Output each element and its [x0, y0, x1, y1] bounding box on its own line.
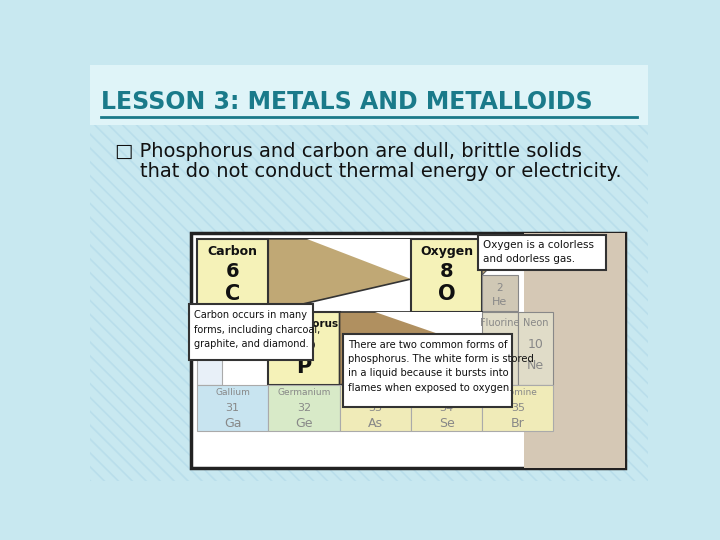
Text: 34: 34	[439, 403, 454, 413]
Bar	[343, 334, 513, 407]
Text: 10: 10	[528, 338, 544, 351]
Text: 15: 15	[290, 335, 318, 354]
Bar	[269, 385, 340, 431]
Text: Fe: Fe	[493, 360, 507, 373]
Bar	[482, 385, 554, 431]
Text: Carbon: Carbon	[207, 245, 258, 258]
Text: Gallium: Gallium	[215, 388, 250, 397]
Text: C: C	[225, 284, 240, 304]
Bar	[189, 304, 313, 360]
Polygon shape	[307, 239, 411, 279]
Text: Arsenic: Arsenic	[359, 388, 392, 397]
Text: As: As	[368, 417, 383, 430]
Bar	[90, 65, 648, 125]
Polygon shape	[482, 239, 518, 275]
Bar	[482, 312, 518, 385]
Text: Germanium: Germanium	[277, 388, 330, 397]
Text: Carbon occurs in many
forms, including charcoal,
graphite, and diamond.: Carbon occurs in many forms, including c…	[194, 310, 320, 349]
Text: LESSON 3: METALS AND METALLOIDS: LESSON 3: METALS AND METALLOIDS	[101, 91, 593, 114]
Polygon shape	[269, 239, 411, 312]
Text: 32: 32	[297, 403, 311, 413]
Bar	[478, 235, 606, 269]
Text: Selenium: Selenium	[426, 388, 468, 397]
Text: Ga: Ga	[224, 417, 241, 430]
Bar	[524, 233, 625, 468]
Text: 2: 2	[497, 283, 503, 293]
Text: Se: Se	[438, 417, 454, 430]
Text: 31: 31	[225, 403, 240, 413]
Bar	[197, 312, 222, 385]
Text: Ne: Ne	[527, 360, 544, 373]
Bar	[411, 239, 482, 312]
Text: Oxygen is a colorless
and odorless gas.: Oxygen is a colorless and odorless gas.	[483, 240, 594, 264]
Polygon shape	[375, 312, 482, 348]
Text: Oxygen: Oxygen	[420, 245, 473, 258]
Text: Fluorine: Fluorine	[480, 318, 520, 328]
Text: □ Phosphorus and carbon are dull, brittle solids: □ Phosphorus and carbon are dull, brittl…	[114, 142, 582, 161]
Polygon shape	[340, 312, 482, 385]
Text: Bromine: Bromine	[499, 388, 536, 397]
Bar	[197, 385, 269, 431]
Text: Ge: Ge	[295, 417, 312, 430]
Text: Phosphorus: Phosphorus	[269, 319, 338, 329]
Text: 9: 9	[496, 338, 504, 351]
Text: There are two common forms of
phosphorus. The white form is stored
in a liquid b: There are two common forms of phosphorus…	[348, 340, 534, 393]
Text: 8: 8	[440, 262, 454, 281]
Text: He: He	[492, 298, 508, 307]
Text: Al
um: Al um	[204, 342, 215, 355]
Bar	[518, 312, 554, 385]
Bar	[482, 275, 518, 311]
Bar	[269, 312, 340, 385]
Text: O: O	[438, 284, 455, 304]
Text: 6: 6	[226, 262, 240, 281]
Bar	[197, 239, 269, 312]
Text: 33: 33	[368, 403, 382, 413]
Bar	[411, 385, 482, 431]
Text: Neon: Neon	[523, 318, 549, 328]
Text: 35: 35	[510, 403, 525, 413]
Bar	[340, 385, 411, 431]
Bar	[191, 233, 625, 468]
Text: P: P	[296, 357, 312, 377]
Text: Br: Br	[511, 417, 525, 430]
Text: that do not conduct thermal energy or electricity.: that do not conduct thermal energy or el…	[114, 162, 621, 181]
